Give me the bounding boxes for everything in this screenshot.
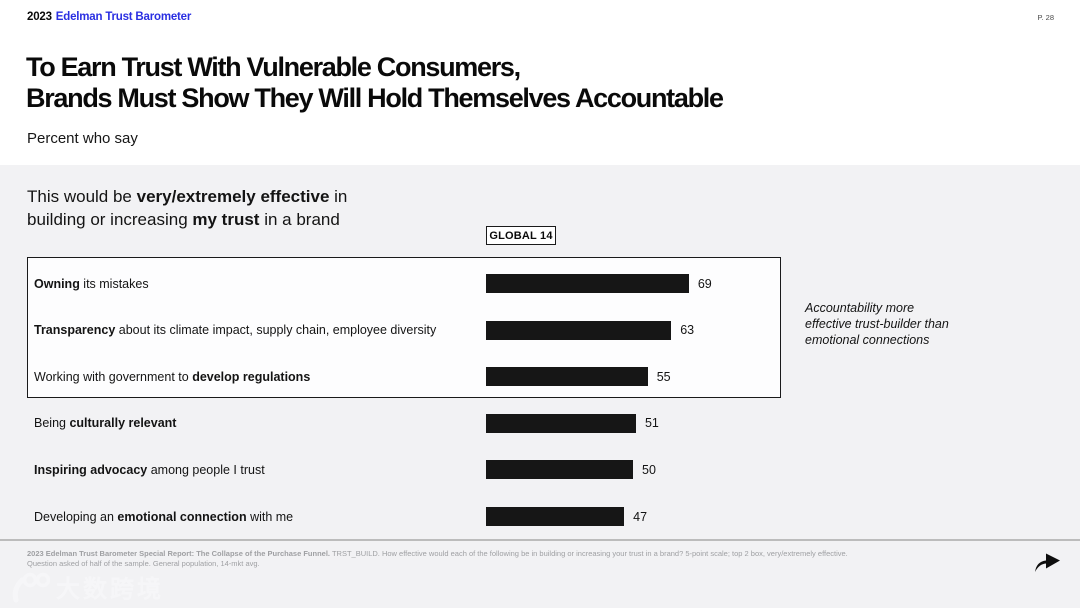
report-header: 2023 Edelman Trust Barometer [27, 11, 191, 23]
watermark-logo-icon [8, 571, 51, 608]
report-year: 2023 [27, 11, 52, 23]
accountability-highlight-box [27, 257, 781, 398]
chart-intro-line-1: This would be very/extremely effective i… [27, 187, 348, 206]
chart-intro: This would be very/extremely effective i… [27, 186, 347, 231]
title-line-1: To Earn Trust With Vulnerable Consumers, [26, 52, 521, 82]
chart-intro-line-2: building or increasing my trust in a bra… [27, 209, 340, 229]
global-14-label: GLOBAL 14 [486, 226, 556, 245]
footer-line-1: 2023 Edelman Trust Barometer Special Rep… [27, 549, 977, 559]
chart-annotation: Accountability more effective trust-buil… [805, 301, 949, 347]
footer-source: 2023 Edelman Trust Barometer Special Rep… [27, 549, 977, 569]
footer-source-title: 2023 Edelman Trust Barometer Special Rep… [27, 549, 330, 558]
footer-divider [0, 539, 1080, 541]
page-number: P. 28 [1037, 13, 1054, 22]
watermark: 大数跨境 [8, 571, 164, 608]
footer-line-2: Question asked of half of the sample. Ge… [27, 559, 260, 568]
footer-source-detail: TRST_BUILD. How effective would each of … [330, 549, 848, 558]
title-line-2: Brands Must Show They Will Hold Themselv… [26, 82, 724, 113]
next-slide-button[interactable] [1031, 545, 1063, 575]
next-arrow-icon [1031, 545, 1063, 575]
report-brand: Edelman Trust Barometer [55, 11, 192, 23]
page-subtitle: Percent who say [27, 130, 138, 147]
watermark-text: 大数跨境 [56, 575, 164, 603]
page-title: To Earn Trust With Vulnerable Consumers,… [26, 52, 724, 113]
